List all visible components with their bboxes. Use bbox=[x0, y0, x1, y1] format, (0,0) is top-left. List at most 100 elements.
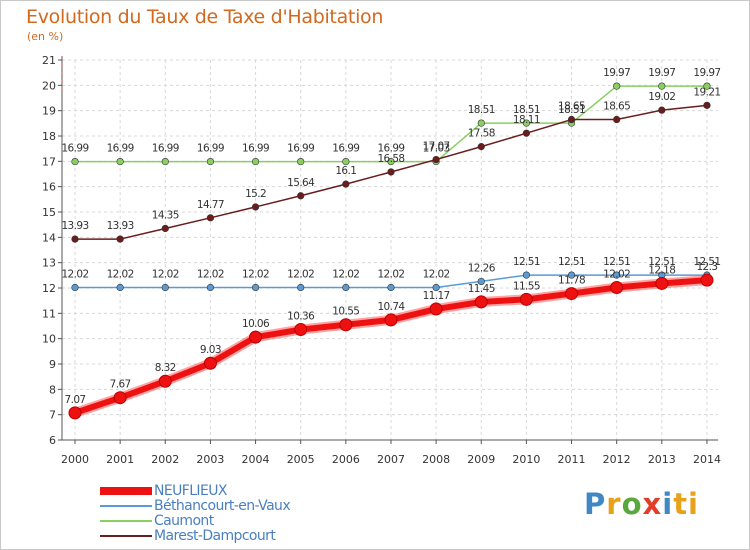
data-point bbox=[249, 330, 263, 344]
logo-letter: o bbox=[621, 487, 643, 521]
y-tick-label: 17 bbox=[42, 155, 56, 168]
legend-label: NEUFLIEUX bbox=[154, 483, 227, 499]
data-point bbox=[297, 192, 305, 200]
y-tick-label: 8 bbox=[49, 383, 56, 396]
data-label: 17.07 bbox=[423, 141, 450, 153]
legend-swatch bbox=[100, 487, 152, 495]
data-point bbox=[387, 283, 395, 292]
data-label: 10.74 bbox=[377, 301, 405, 313]
data-label: 18.65 bbox=[603, 101, 630, 113]
data-point bbox=[429, 302, 443, 316]
data-label: 16.1 bbox=[335, 165, 356, 177]
data-label: 16.99 bbox=[332, 143, 359, 155]
data-point bbox=[297, 283, 305, 292]
data-point bbox=[384, 313, 398, 327]
logo-letter: i bbox=[662, 487, 674, 521]
data-label: 12.02 bbox=[377, 268, 404, 280]
data-point bbox=[474, 295, 488, 309]
y-tick-label: 15 bbox=[42, 206, 56, 219]
x-tick-label: 2007 bbox=[377, 453, 405, 466]
x-tick-label: 2010 bbox=[512, 453, 540, 466]
data-label: 8.32 bbox=[155, 362, 176, 374]
data-label: 14.35 bbox=[152, 209, 179, 221]
data-point bbox=[251, 157, 260, 166]
data-point bbox=[116, 235, 124, 243]
data-label: 18.51 bbox=[513, 104, 540, 116]
x-tick-label: 2011 bbox=[558, 453, 586, 466]
y-tick-label: 10 bbox=[42, 333, 56, 346]
data-label: 12.51 bbox=[693, 256, 720, 268]
logo-letter: x bbox=[642, 487, 663, 521]
data-point bbox=[71, 283, 79, 292]
y-tick-label: 20 bbox=[42, 79, 56, 92]
data-point bbox=[116, 283, 124, 292]
data-point bbox=[432, 283, 440, 292]
data-label: 16.99 bbox=[242, 143, 269, 155]
data-point bbox=[565, 287, 579, 301]
data-label: 16.99 bbox=[377, 143, 404, 155]
data-label: 18.51 bbox=[468, 104, 495, 116]
data-point bbox=[297, 157, 305, 166]
legend-label: Caumont bbox=[154, 513, 214, 529]
y-tick-label: 21 bbox=[42, 54, 56, 67]
data-point bbox=[116, 157, 124, 166]
data-point bbox=[613, 82, 621, 90]
x-tick-label: 2012 bbox=[603, 453, 631, 466]
data-point bbox=[522, 271, 531, 279]
data-point bbox=[703, 82, 711, 90]
data-point bbox=[655, 276, 669, 290]
legend-swatch bbox=[100, 505, 152, 507]
data-label: 11.17 bbox=[423, 290, 450, 302]
data-point bbox=[206, 214, 215, 222]
x-tick-label: 2005 bbox=[287, 453, 315, 466]
data-label: 12.02 bbox=[287, 268, 314, 280]
data-point bbox=[522, 129, 531, 137]
data-label: 19.97 bbox=[603, 67, 630, 79]
data-point bbox=[700, 273, 714, 287]
y-tick-label: 12 bbox=[42, 282, 56, 295]
data-label: 16.99 bbox=[107, 143, 134, 155]
data-label: 13.93 bbox=[107, 220, 134, 232]
x-tick-label: 2001 bbox=[106, 453, 134, 466]
y-tick-label: 19 bbox=[42, 105, 56, 118]
legend-label: Béthancourt-en-Vaux bbox=[154, 498, 291, 514]
data-label: 12.02 bbox=[107, 268, 134, 280]
y-tick-label: 14 bbox=[42, 231, 56, 244]
x-tick-label: 2008 bbox=[422, 453, 450, 466]
y-tick-label: 9 bbox=[49, 358, 56, 371]
data-label: 9.03 bbox=[200, 344, 221, 356]
y-tick-label: 16 bbox=[42, 181, 56, 194]
data-label: 19.02 bbox=[648, 91, 675, 103]
data-label: 10.55 bbox=[332, 306, 359, 318]
logo-letter: P bbox=[584, 487, 607, 521]
data-label: 11.78 bbox=[558, 275, 585, 287]
x-tick-label: 2002 bbox=[151, 453, 179, 466]
data-point bbox=[613, 271, 621, 279]
data-label: 15.2 bbox=[245, 188, 266, 200]
data-point bbox=[161, 283, 169, 292]
data-point bbox=[251, 283, 260, 292]
x-tick-label: 2004 bbox=[242, 453, 270, 466]
data-label: 12.18 bbox=[648, 264, 675, 276]
y-tick-label: 7 bbox=[49, 409, 56, 422]
data-label: 12.51 bbox=[558, 256, 585, 268]
proxiti-logo: Proxiti bbox=[584, 487, 699, 521]
data-point bbox=[206, 283, 215, 292]
data-label: 12.02 bbox=[332, 268, 359, 280]
data-point bbox=[658, 106, 666, 114]
data-point bbox=[251, 203, 260, 211]
data-point bbox=[658, 82, 666, 90]
logo-letter: ti bbox=[673, 487, 699, 521]
data-point bbox=[522, 119, 531, 127]
data-label: 12.02 bbox=[61, 268, 88, 280]
x-tick-label: 2013 bbox=[648, 453, 676, 466]
y-tick-label: 11 bbox=[42, 307, 56, 320]
data-point bbox=[477, 119, 485, 127]
data-label: 12.02 bbox=[197, 268, 224, 280]
y-tick-label: 6 bbox=[49, 434, 56, 447]
data-label: 13.93 bbox=[61, 220, 88, 232]
data-point bbox=[158, 374, 172, 388]
data-label: 16.99 bbox=[152, 143, 179, 155]
data-point bbox=[68, 406, 82, 420]
data-label: 17.58 bbox=[468, 128, 495, 140]
